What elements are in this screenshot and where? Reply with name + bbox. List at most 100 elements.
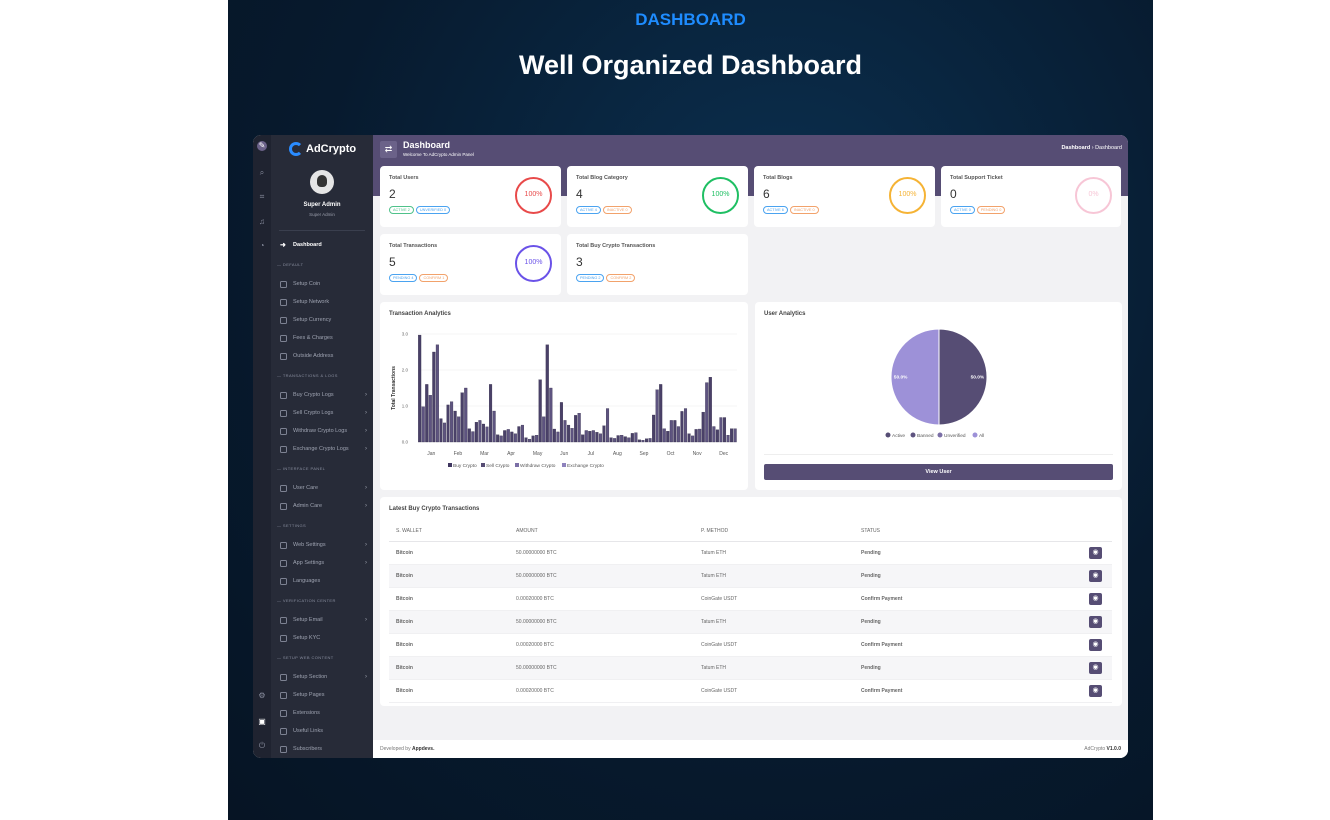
sidebar-item-withdraw-crypto-logs[interactable]: Withdraw Crypto Logs › (271, 422, 373, 440)
sidebar: AdCrypto Super Admin Super Admin ➜ Dashbo… (271, 135, 373, 758)
table-cell: 50.00000000 BTC (509, 564, 694, 588)
status-badge: ACTIVE 4 (576, 206, 601, 214)
view-details-button[interactable]: ◉ (1089, 638, 1102, 651)
fullscreen-icon[interactable]: ⌗ (259, 192, 265, 201)
toggle-sidebar-button[interactable]: ⇄ (380, 141, 397, 158)
bar (715, 429, 719, 443)
avatar[interactable] (310, 170, 334, 194)
headset-icon[interactable]: ◔ (259, 241, 265, 250)
sidebar-item-dashboard[interactable]: ➜ Dashboard (271, 236, 373, 254)
bell-icon[interactable]: ♫ (259, 217, 265, 226)
sidebar-item-setup-email[interactable]: Setup Email › (271, 611, 373, 629)
transactions-table: S. WALLET AMOUNT P. METHOD STATUS Bitcoin 50.… (389, 522, 1112, 703)
table-cell: Bitcoin (389, 633, 509, 657)
bar (602, 425, 606, 443)
sidebar-item-extensions[interactable]: Extensions (271, 704, 373, 722)
sidebar-item-setup-currency[interactable]: Setup Currency (271, 311, 373, 329)
bar (506, 429, 510, 443)
brand-logo[interactable]: AdCrypto (289, 142, 356, 156)
footer-brand-link[interactable]: Appdevs. (411, 746, 435, 752)
sidebar-item-setup-section[interactable]: Setup Section › (271, 668, 373, 686)
view-details-button[interactable]: ◉ (1089, 615, 1102, 628)
progress-ring: 100% (515, 245, 552, 282)
bar (630, 433, 634, 443)
table-cell: ◉ (1082, 656, 1112, 680)
bar (517, 426, 521, 443)
sidebar-item-label: User Care (293, 485, 319, 491)
view-user-button[interactable]: View User (764, 464, 1113, 480)
status-badge: UNVERIFIED 0 (415, 206, 451, 214)
sidebar-item-buy-crypto-logs[interactable]: Buy Crypto Logs › (271, 386, 373, 404)
bar (442, 422, 447, 443)
sidebar-item-label: Admin Care (293, 503, 323, 509)
panel-title: Transaction Analytics (389, 311, 451, 317)
sidebar-item-outside-address[interactable]: Outside Address (271, 347, 373, 365)
view-details-button[interactable]: ◉ (1089, 661, 1102, 674)
printer-icon[interactable]: ▣ (258, 717, 266, 726)
page-subtitle: Welcome To AdCrypto Admin Panel (403, 152, 474, 157)
footer: Developed by Appdevs. AdCrypto V1.0.0 (373, 740, 1128, 758)
web-icon (280, 541, 287, 549)
chevron-right-icon: › (365, 428, 367, 434)
legend-label: Active (892, 433, 905, 439)
puzzle-icon (280, 709, 287, 717)
stat-card: Total Support Ticket 0 ACTIVE 0 PENDING 0 0% (941, 166, 1121, 227)
table-cell: Pending (854, 610, 1082, 634)
divider (279, 230, 365, 231)
card-title: Total Support Ticket (950, 175, 1003, 181)
bar (559, 402, 563, 443)
bar (503, 430, 507, 443)
sidebar-item-setup-network[interactable]: Setup Network (271, 293, 373, 311)
bar (595, 432, 599, 443)
sidebar-item-web-settings[interactable]: Web Settings › (271, 536, 373, 554)
chevron-right-icon: › (365, 446, 367, 452)
sidebar-item-fees-charges[interactable]: Fees & Charges (271, 329, 373, 347)
bar (712, 426, 716, 443)
legend-swatch (885, 432, 891, 438)
view-details-button[interactable]: ◉ (1089, 592, 1102, 605)
sidebar-item-label: Setup Email (293, 617, 323, 623)
column-header: S. WALLET (389, 522, 509, 542)
bar (421, 406, 425, 443)
breadcrumb-link[interactable]: Dashboard (1061, 145, 1091, 151)
bar (730, 428, 734, 443)
power-icon[interactable]: ⏻ (258, 741, 266, 750)
table-cell: 50.00000000 BTC (509, 541, 694, 565)
sidebar-item-sell-crypto-logs[interactable]: Sell Crypto Logs › (271, 404, 373, 422)
bar (542, 416, 546, 443)
link-icon (280, 727, 287, 735)
bar (673, 420, 677, 443)
table-row: Bitcoin 0.00020000 BTC CoinGate USDT Confir… (389, 633, 1112, 657)
legend-swatch (562, 463, 566, 467)
footer-prefix: Developed by (380, 746, 411, 752)
x-tick-label: Feb (454, 451, 463, 457)
gear-icon[interactable]: ⚙ (258, 691, 266, 700)
sidebar-item-setup-pages[interactable]: Setup Pages (271, 686, 373, 704)
table-cell: CoinGate USDT (694, 587, 854, 611)
sidebar-item-setup-coin[interactable]: Setup Coin (271, 275, 373, 293)
sidebar-item-user-care[interactable]: User Care › (271, 479, 373, 497)
sidebar-item-subscribers[interactable]: Subscribers (271, 740, 373, 758)
exchange-icon (280, 445, 287, 453)
view-details-button[interactable]: ◉ (1089, 546, 1102, 559)
bar (666, 431, 670, 443)
sidebar-item-label: Setup Currency (293, 317, 332, 323)
table-cell: Bitcoin (389, 541, 509, 565)
sidebar-item-admin-care[interactable]: Admin Care › (271, 497, 373, 515)
sidebar-item-exchange-crypto-logs[interactable]: Exchange Crypto Logs › (271, 440, 373, 458)
table-cell: ◉ (1082, 633, 1112, 657)
bar (552, 428, 556, 443)
sidebar-item-app-settings[interactable]: App Settings › (271, 554, 373, 572)
search-icon[interactable]: ⌕ (259, 168, 265, 177)
card-tags: PENDING 4 CONFIRM 1 (389, 274, 449, 282)
view-details-button[interactable]: ◉ (1089, 569, 1102, 582)
view-details-button[interactable]: ◉ (1089, 684, 1102, 697)
sidebar-item-languages[interactable]: Languages (271, 572, 373, 590)
logo-icon[interactable]: ✎ (257, 141, 267, 151)
sidebar-item-setup-kyc[interactable]: Setup KYC (271, 629, 373, 647)
bar (570, 428, 574, 443)
sidebar-item-useful-links[interactable]: Useful Links (271, 722, 373, 740)
progress-ring: 100% (702, 177, 739, 214)
user-icon (280, 484, 287, 492)
